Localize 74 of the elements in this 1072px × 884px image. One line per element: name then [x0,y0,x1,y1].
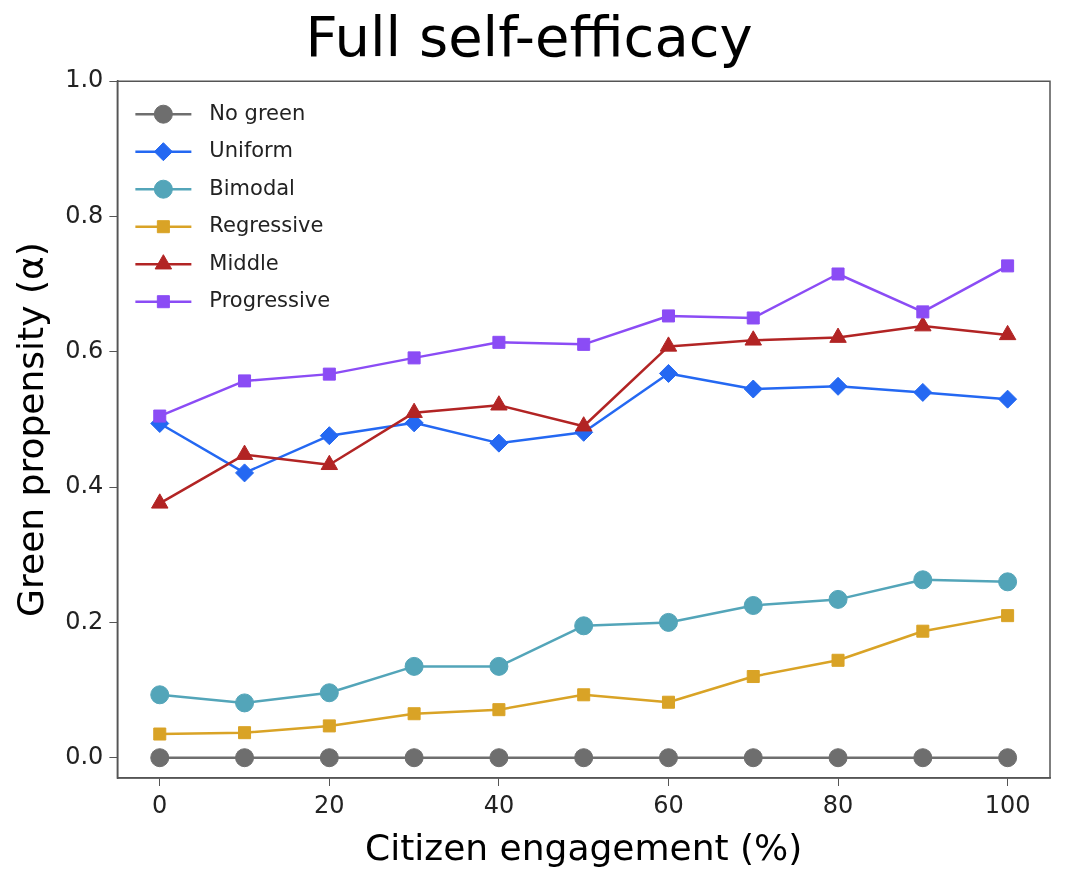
point [577,688,591,702]
point [746,311,760,325]
point [743,595,763,615]
point [489,433,509,453]
point [658,363,678,383]
point [743,748,763,768]
point [831,653,845,667]
point [319,683,339,703]
point [319,748,339,768]
point [828,376,848,396]
point [916,305,930,319]
x-tick-label: 20 [314,790,345,819]
point [743,379,763,399]
point [574,616,594,636]
point [658,612,678,632]
legend-label: Progressive [209,288,331,313]
legend-label: Regressive [209,213,324,238]
point [322,367,336,381]
point [913,570,933,590]
x-tick-label: 40 [483,790,515,819]
point [238,374,252,388]
x-tick-label: 80 [822,790,854,819]
y-tick-label: 1.0 [65,65,104,94]
x-tick-label: 100 [984,790,1031,819]
point [489,748,509,768]
point [407,707,421,721]
point [998,389,1018,409]
point [746,670,760,684]
point [916,624,930,638]
point [831,267,845,281]
x-tick-label: 0 [152,790,168,819]
point [150,748,170,768]
point [577,337,591,351]
legend-label: No green [209,100,306,125]
point [998,748,1018,768]
point [998,572,1018,592]
point [235,693,255,713]
point [661,695,675,709]
point [153,409,167,423]
y-tick-label: 0.4 [65,471,104,500]
y-tick-label: 0.0 [65,741,104,770]
x-tick-label: 60 [653,790,684,819]
point [1001,609,1015,623]
point [238,726,252,740]
point [658,748,678,768]
y-tick-label: 0.2 [65,606,104,635]
point [404,656,424,676]
legend-label: Bimodal [209,175,295,200]
point [574,748,594,768]
chart-title: Full self-efficacy [305,4,753,70]
point [322,719,336,733]
point [1001,259,1015,273]
y-tick-label: 0.6 [65,336,104,365]
point [492,703,506,717]
point [492,335,506,349]
point [319,426,339,446]
point [828,589,848,609]
point [150,685,170,705]
point [404,748,424,768]
point [235,748,255,768]
point [407,351,421,365]
point [913,748,933,768]
legend-label: Uniform [209,138,293,163]
point [153,727,167,741]
point [661,309,675,323]
y-axis-title: Green propensity (α) [9,242,51,617]
point [914,316,932,332]
point [828,748,848,768]
y-tick-label: 0.8 [65,200,104,229]
point [235,463,255,483]
point [913,382,933,402]
point [489,656,509,676]
legend-label: Middle [209,250,279,275]
x-axis-title: Citizen engagement (%) [365,826,803,868]
